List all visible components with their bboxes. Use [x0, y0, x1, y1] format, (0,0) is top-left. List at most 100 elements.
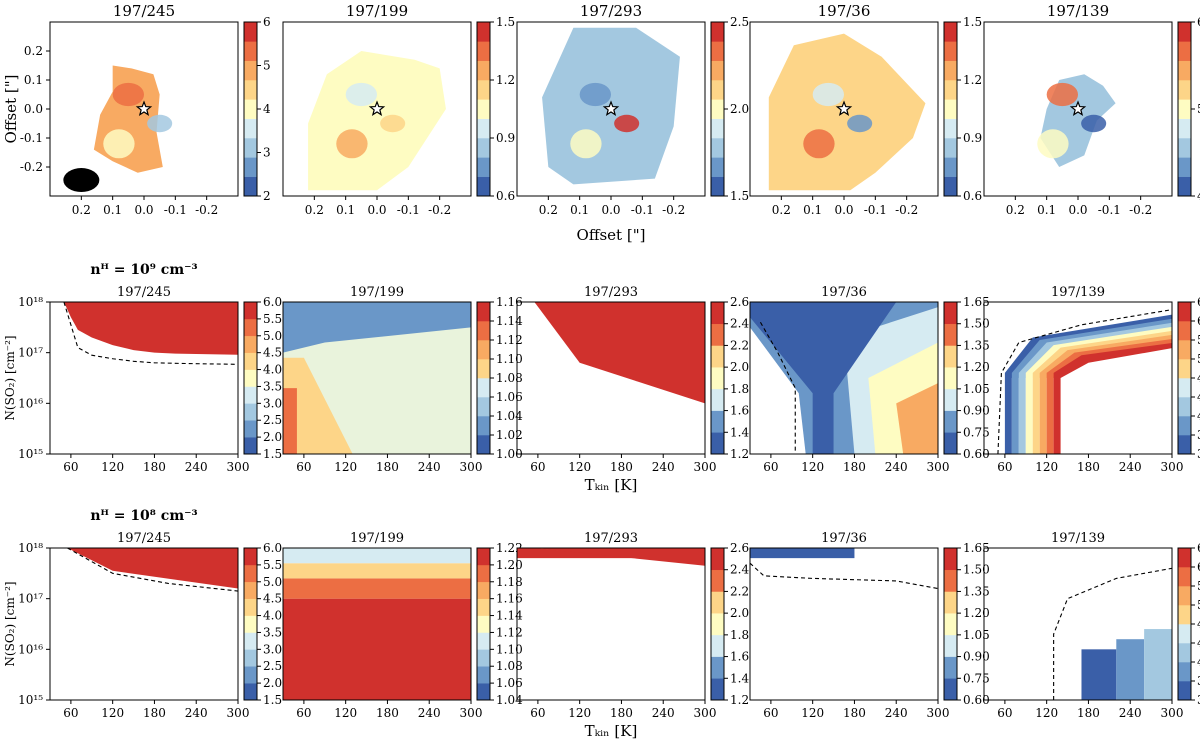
colorbar-tick-label: 0.60 — [963, 447, 990, 461]
panel-frame — [282, 301, 472, 455]
colorbar-band — [244, 138, 257, 158]
colorbar-band — [944, 323, 957, 346]
panel-frame — [49, 301, 239, 455]
map-contour — [614, 114, 640, 133]
colorbar-tick-label: 5.6 — [1197, 579, 1200, 593]
x-tick-label: 120 — [1035, 706, 1058, 720]
panel-frame — [749, 21, 939, 197]
colorbar-band — [477, 157, 490, 177]
colorbar-tick-label: 2.2 — [730, 584, 749, 598]
colorbar-tick-label: 3.6 — [1197, 428, 1200, 442]
colorbar-tick-label: 1.12 — [496, 625, 523, 639]
colorbar-band — [244, 41, 257, 61]
colorbar-band — [944, 138, 957, 158]
colorbar-tick-label: 6 — [1197, 15, 1200, 29]
colorbar-tick-label: 2.6 — [730, 295, 749, 309]
colorbar-band — [1178, 321, 1191, 341]
dashed-contour — [63, 302, 238, 365]
map-contour — [345, 82, 378, 107]
colorbar-band — [944, 176, 957, 197]
colorbar-band — [944, 60, 957, 81]
x-tick-label: 0.2 — [72, 203, 91, 217]
x-tick-label: 300 — [1161, 706, 1184, 720]
colorbar-tick-label: 1.5 — [963, 15, 982, 29]
colorbar-band — [244, 420, 257, 438]
colorbar-tick-label: 4.4 — [1197, 636, 1200, 650]
map-contour — [812, 82, 844, 107]
colorbar-band — [1178, 138, 1191, 158]
colorbar-band — [1178, 643, 1191, 663]
colorbar-tick-label: 0.75 — [963, 671, 990, 685]
panel-title: 197/139 — [1047, 2, 1109, 20]
colorbar-band — [711, 80, 724, 100]
colorbar-band — [944, 80, 957, 100]
panel-title: 197/139 — [1051, 531, 1105, 546]
x-tick-label: 0.2 — [1006, 203, 1025, 217]
colorbar-band — [1178, 41, 1191, 61]
panel-body — [1037, 74, 1116, 167]
colorbar-band — [477, 138, 490, 158]
colorbar-band — [244, 683, 257, 701]
colorbar-band — [1178, 586, 1191, 606]
colorbar-band — [477, 340, 490, 360]
x-tick-label: 60 — [530, 706, 545, 720]
colorbar-tick-label: 1.20 — [963, 360, 990, 374]
colorbar-tick-label: 6.0 — [1197, 314, 1200, 328]
colorbar-band — [1178, 80, 1191, 100]
y-tick-label: -0.2 — [20, 160, 43, 174]
colorbar-band — [711, 60, 724, 81]
colorbar-tick-label: 1.4 — [730, 671, 749, 685]
contour-band — [750, 302, 897, 454]
colorbar-tick-label: 1.6 — [730, 404, 749, 418]
panel-body — [93, 65, 173, 173]
colorbar-band — [1178, 176, 1191, 197]
colorbar-tick-label: 4.0 — [263, 609, 282, 623]
map-contour — [1037, 129, 1069, 159]
colorbar-band — [711, 41, 724, 61]
x-tick-label: 300 — [694, 460, 717, 474]
panel-2-2: 197/199 60 120 180 240 300 1.00 1.02 1.04 1.06 1.0… — [282, 285, 523, 474]
contour-band — [283, 548, 471, 564]
colorbar-band — [944, 99, 957, 119]
x-tick-label: 240 — [1119, 706, 1142, 720]
colorbar-tick-label: 1.6 — [730, 650, 749, 664]
x-tick-label: 180 — [143, 460, 166, 474]
x-tick-label: 180 — [843, 706, 866, 720]
colorbar-tick-label: 1.14 — [496, 314, 523, 328]
colorbar-tick-label: 1.10 — [496, 642, 523, 656]
colorbar-tick-label: 1.16 — [496, 295, 523, 309]
y-tick-label: 10¹⁷ — [18, 592, 43, 606]
colorbar-tick-label: 1.8 — [730, 628, 749, 642]
panel-frame — [749, 547, 939, 701]
colorbar-band — [477, 416, 490, 436]
colorbar-tick-label: 4 — [1197, 189, 1200, 203]
colorbar-band — [244, 157, 257, 177]
colorbar-frame — [243, 301, 258, 455]
x-tick-label: -0.1 — [631, 203, 654, 217]
colorbar-band — [244, 60, 257, 81]
colorbar-tick-label: 1.2 — [730, 693, 749, 707]
colorbar-tick-label: 1.2 — [963, 73, 982, 87]
contour-band — [283, 388, 297, 454]
x-tick-label: 60 — [63, 460, 78, 474]
colorbar-band — [711, 410, 724, 433]
panel-body — [750, 302, 938, 454]
panel-title: 197/245 — [117, 531, 171, 546]
colorbar-band — [477, 80, 490, 100]
colorbar-band — [477, 548, 490, 566]
colorbar-band — [1178, 378, 1191, 398]
colorbar-tick-label: 1.05 — [963, 628, 990, 642]
panel-3-5: 197/139 60 120 180 240 300 3.2 3.6 4.0 4.4 4.8 5.2 5… — [983, 531, 1200, 720]
colorbar-band — [477, 581, 490, 599]
contour-band — [750, 327, 806, 454]
colorbar-tick-label: 1.4 — [730, 425, 749, 439]
contour-band — [283, 563, 471, 579]
colorbar-tick-label: 1.04 — [496, 693, 523, 707]
y-tick-label: 10¹⁷ — [18, 346, 43, 360]
x-tick-label: 300 — [1161, 460, 1184, 474]
x-tick-label: 120 — [801, 460, 824, 474]
colorbar-band — [1178, 340, 1191, 360]
colorbar-band — [244, 369, 257, 387]
colorbar-tick-label: 1.65 — [963, 541, 990, 555]
panel-1-2: 197/199 0.2 0.1 0.0 -0.1 -0.2 0.6 0.9 1.2 1.5 — [282, 2, 515, 217]
